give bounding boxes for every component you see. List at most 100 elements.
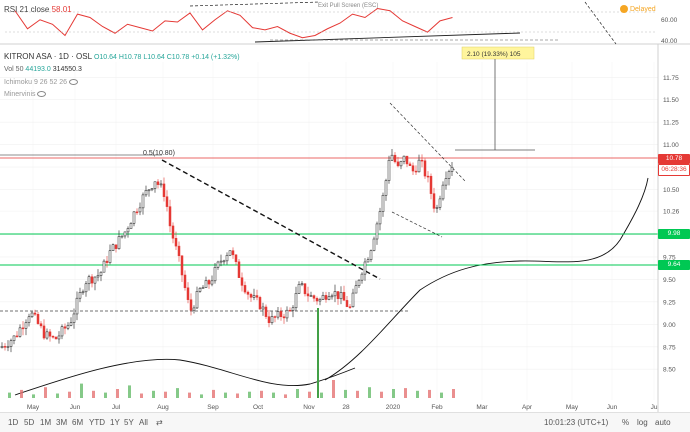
volume-bar [284,394,287,398]
minervini-legend: Minervinis [4,91,47,98]
y-tick-label: 11.75 [663,75,679,82]
candle-body [252,295,256,298]
timeframe-3m[interactable]: 3M [56,418,68,427]
x-tick-label: 2020 [386,404,401,411]
y-tick-label: 8.75 [663,344,676,351]
y-tick-label: 11.25 [663,120,679,127]
volume-bar [188,392,191,398]
candle-body [147,189,151,192]
candle-body [213,267,217,282]
timeframe-1m[interactable]: 1M [40,418,52,427]
volume-bar [152,390,155,398]
candle-body [423,160,427,177]
candle-body [405,155,409,165]
volume-bar [296,389,299,398]
rsi-label: RSI 21 close [4,5,50,14]
candle-body [420,159,424,162]
candle-body [36,314,40,324]
candle-body [219,260,223,263]
candle-body [207,280,211,285]
candle-body [108,250,112,263]
candle-body [84,283,88,293]
volume-bar [116,389,119,398]
candle-body [6,346,10,348]
timeframe-6m[interactable]: 6M [72,418,84,427]
candle-body [126,228,130,233]
candle-body [132,211,136,224]
percent-toggle[interactable]: % [622,418,630,427]
candle-body [279,311,283,317]
timeframe-5y[interactable]: 5Y [124,418,134,427]
y-tick-label: 9.75 [663,254,676,261]
volume-label: Vol 50 [4,66,24,73]
candle-body [3,346,7,348]
compare-icon[interactable]: ⇄ [156,418,163,427]
volume-bar [416,390,419,398]
candle-body [99,271,103,276]
candle-body [90,276,94,284]
candle-body [48,331,52,337]
volume-bar [308,391,311,398]
log-toggle[interactable]: log [637,418,648,427]
x-tick-label: Nov [303,404,315,411]
volume-bar [320,392,323,398]
eye-off-icon[interactable] [37,91,47,98]
timeframe-1d[interactable]: 1D [8,418,19,427]
auto-toggle[interactable]: auto [655,418,671,427]
candle-body [393,154,397,163]
y-tick-label: 10.50 [663,187,680,194]
candle-body [192,307,196,311]
volume-bar [56,393,59,398]
candle-body [387,159,391,181]
y-tick-label: 9.25 [663,299,676,306]
candle-body [378,211,382,225]
candle-body [357,279,361,286]
measure-box-label: 2.10 (19.33%) 105 [467,51,521,58]
candle-body [150,188,154,191]
delayed-badge[interactable]: Delayed [620,5,656,13]
symbol-title[interactable]: KITRON ASA · 1D · OSL [4,52,92,61]
volume-bar [356,390,359,398]
volume-bar [344,389,347,398]
candle-body [60,326,64,337]
timeframe-all[interactable]: All [139,418,148,427]
volume-bar [440,392,443,398]
candle-body [354,285,358,294]
candle-body [273,316,277,318]
candle-body [195,291,199,309]
volume-bar [104,392,107,398]
volume-bar [260,390,263,398]
delayed-label: Delayed [629,5,656,13]
candle-body [366,259,370,263]
x-tick-label: Mar [476,404,488,411]
candle-body [345,300,349,307]
moving-average-curve [14,358,356,396]
candle-body [246,291,250,295]
y-tick-label: 9.00 [663,322,676,329]
timeframe-1y[interactable]: 1Y [110,418,120,427]
timeframe-ytd[interactable]: YTD [89,418,105,427]
candle-body [441,184,445,200]
candle-body [135,211,139,214]
eye-off-icon[interactable] [69,79,78,86]
candle-body [399,161,403,167]
rsi-panel: 60.00 40.00 Exit Pull Screen (ESC) [0,0,690,45]
candle-body [264,306,268,317]
timeframe-5d[interactable]: 5D [24,418,35,427]
candle-body [243,285,247,293]
candle-body [0,346,4,348]
rsi-legend: RSI 21 close 58.01 [4,5,72,14]
candle-body [336,291,340,300]
symbol-header: KITRON ASA · 1D · OSL O10.64 H10.78 L10.… [4,52,240,61]
green-lower-tag: 9.64 [658,260,690,270]
candle-body [57,335,61,340]
flag-lower-line [391,211,443,238]
volume-bar [140,393,143,398]
x-tick-label: Ju [651,404,658,411]
volume-bar [80,383,83,398]
candle-body [198,288,202,292]
candle-body [237,261,241,278]
candle-body [321,295,325,300]
candle-body [348,306,352,308]
rsi-dashed-diagonal [584,1,617,45]
